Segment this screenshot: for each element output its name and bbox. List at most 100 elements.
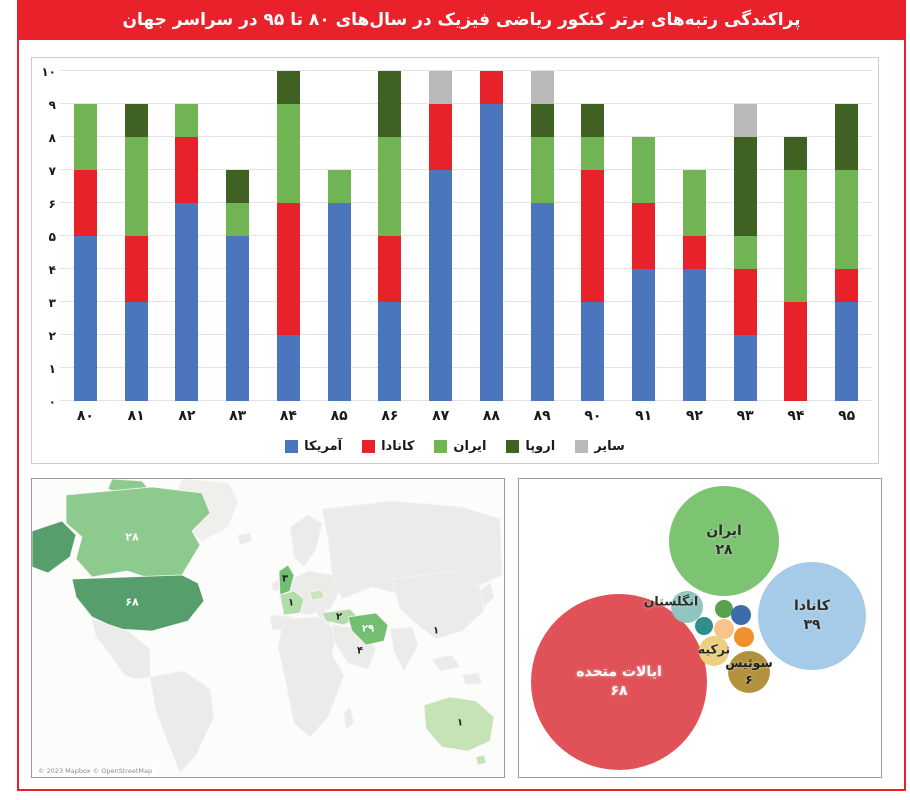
bar-segment-other [530, 71, 554, 104]
bubble-value-canada: ۳۹ [803, 617, 821, 633]
bubble-name-turkey: ترکیه [697, 641, 731, 657]
y-tick-4: ۴ [48, 263, 56, 277]
gridline-8 [60, 136, 872, 137]
bubble-label-switzerland: سوئیس ۶ [725, 655, 773, 689]
x-tick-2: ۸۲ [178, 408, 196, 424]
bubble-label-canada: کانادا ۳۹ [794, 597, 830, 635]
map-country-iceland [237, 532, 253, 546]
bar-segment-canada [124, 236, 148, 302]
bar-segment-iran [226, 203, 250, 236]
bar-segment-america [835, 302, 859, 401]
bar-year-14 [784, 137, 808, 401]
bar-segment-america [73, 236, 97, 401]
bar-segment-america [429, 170, 453, 401]
y-tick-5: ۵ [48, 230, 56, 244]
y-tick-2: ۲ [48, 329, 56, 343]
map-label-china: ۱ [432, 625, 440, 637]
bar-segment-iran [784, 170, 808, 302]
map-label-iran: ۲۹ [361, 623, 375, 635]
bar-year-8 [479, 71, 503, 401]
bar-segment-iran [276, 104, 300, 203]
map-label-united-states: ۶۸ [125, 595, 139, 609]
x-tick-4: ۸۴ [279, 408, 297, 424]
bar-segment-canada [581, 170, 605, 302]
bar-segment-canada [73, 170, 97, 236]
bar-year-9 [530, 71, 554, 401]
x-tick-5: ۸۵ [330, 408, 348, 424]
legend-label-europe: اروپا [525, 439, 556, 454]
legend-item-america: آمریکا [285, 439, 342, 454]
map-country-france [279, 590, 305, 616]
legend-item-canada: کانادا [362, 439, 414, 454]
legend-item-europe: اروپا [506, 439, 555, 454]
map-country-australia [423, 696, 495, 752]
y-tick-9: ۹ [48, 98, 56, 112]
bar-segment-iran [378, 137, 402, 236]
gridline-7 [60, 169, 872, 170]
bar-segment-europe [581, 104, 605, 137]
map-country-united-states [71, 574, 205, 632]
bar-segment-iran [733, 236, 757, 269]
gridline-2 [60, 334, 872, 335]
x-tick-0: ۸۰ [76, 408, 94, 424]
bar-segment-canada [632, 203, 656, 269]
map-region-scandinavia [289, 514, 323, 568]
bar-segment-america [479, 104, 503, 401]
bar-segment-europe [124, 104, 148, 137]
bar-year-13 [733, 104, 757, 401]
bubble-small-3 [695, 617, 713, 635]
world-map [32, 479, 504, 777]
bubble-value-iran: ۲۸ [715, 542, 733, 558]
x-tick-7: ۸۷ [432, 408, 450, 424]
bar-segment-canada [682, 236, 706, 269]
legend-item-other: سایر [575, 439, 625, 454]
gridline-0 [60, 400, 872, 401]
bar-year-6 [378, 71, 402, 401]
map-label-turkey: ۲ [335, 611, 343, 623]
page-title: پراکندگی رتبه‌های برتر کنکور ریاضی فیزیک… [122, 10, 801, 30]
bar-year-7 [429, 71, 453, 401]
bar-year-4 [276, 71, 300, 401]
x-tick-10: ۹۰ [584, 408, 602, 424]
bar-year-10 [581, 104, 605, 401]
bar-segment-canada [835, 269, 859, 302]
legend-swatch-america [285, 440, 299, 453]
bar-segment-america [632, 269, 656, 401]
bubble-name-iran: ایران [706, 523, 742, 540]
y-tick-8: ۸ [48, 131, 56, 145]
x-tick-1: ۸۱ [127, 408, 145, 424]
map-label-united-kingdom: ۳ [281, 573, 289, 585]
legend-label-canada: کانادا [381, 439, 415, 454]
bar-segment-america [530, 203, 554, 401]
map-label-australia: ۱ [456, 717, 464, 729]
bar-segment-iran [327, 170, 351, 203]
bar-chart-gridlines [60, 70, 872, 401]
map-region-south-america [149, 670, 215, 774]
map-region-indonesia-1 [431, 654, 461, 672]
x-tick-15: ۹۵ [838, 408, 856, 424]
map-label-uae: ۴ [356, 645, 364, 657]
bubble-iran [669, 486, 779, 596]
bar-year-1 [124, 104, 148, 401]
bar-segment-iran [73, 104, 97, 170]
bubble-label-united-states: ایالات متحده ۶۸ [576, 663, 662, 701]
y-tick-10: ۱۰ [41, 65, 56, 79]
bubble-small-2 [731, 605, 751, 625]
map-region-india [389, 626, 419, 672]
bar-segment-america [733, 335, 757, 401]
bubble-value-switzerland: ۶ [745, 672, 753, 687]
gridline-6 [60, 202, 872, 203]
bar-segment-america [682, 269, 706, 401]
bar-segment-iran [835, 170, 859, 269]
bubble-small-4 [714, 619, 734, 639]
bubble-label-england: انگلستان [644, 594, 699, 611]
bar-segment-europe [733, 137, 757, 236]
bar-segment-iran [682, 170, 706, 236]
bar-segment-europe [276, 71, 300, 104]
x-tick-8: ۸۸ [482, 408, 500, 424]
bar-segment-america [276, 335, 300, 401]
bar-segment-america [378, 302, 402, 401]
bar-segment-america [124, 302, 148, 401]
bar-year-12 [682, 170, 706, 401]
legend-label-other: سایر [594, 439, 625, 454]
